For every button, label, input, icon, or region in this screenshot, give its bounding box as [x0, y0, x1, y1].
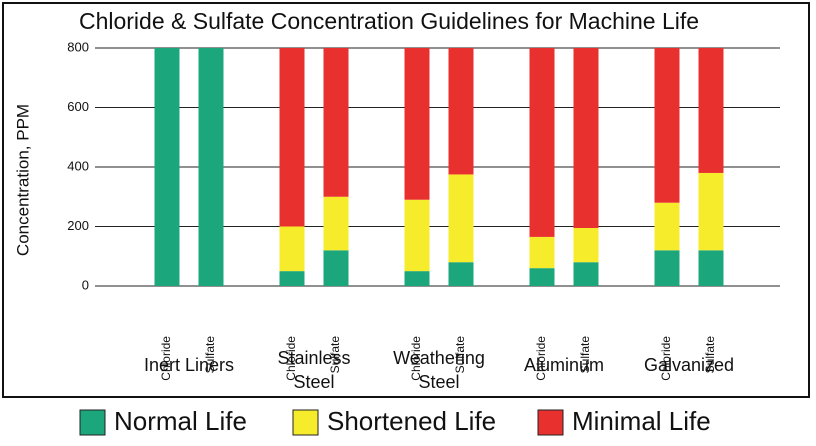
bar-segment [279, 48, 305, 227]
bar-segment [529, 268, 555, 286]
bar-segment [654, 202, 680, 251]
x-tick-label: Chloride [659, 336, 673, 381]
x-tick-label: Chloride [409, 336, 423, 381]
bar-segment [198, 48, 224, 286]
x-tick-label: Sulfate [453, 336, 467, 374]
group-label: Steel [293, 372, 334, 392]
bar-segment [573, 227, 599, 263]
bar-segment [529, 48, 555, 237]
x-tick-label: Chloride [534, 336, 548, 381]
legend-swatch [292, 409, 319, 436]
bar-segment [698, 250, 724, 286]
legend-swatch [537, 409, 564, 436]
x-tick-label: Chloride [159, 336, 173, 381]
group-label: Aluminum [524, 355, 604, 375]
group-label: Galvanized [644, 355, 734, 375]
group-label: Stainless [277, 348, 350, 368]
y-tick-label: 200 [67, 218, 89, 233]
bar-segment [323, 48, 349, 197]
bar-segment [654, 48, 680, 203]
bar-segment [279, 226, 305, 272]
x-tick-label: Sulfate [328, 336, 342, 374]
y-tick-label: 0 [82, 277, 89, 292]
legend-swatch [79, 409, 106, 436]
bar-segment [573, 262, 599, 286]
bar-segment [323, 250, 349, 286]
x-tick-label: Chloride [284, 336, 298, 381]
bar-segment [448, 48, 474, 175]
bar-segment [404, 271, 430, 286]
chart-frame [2, 2, 810, 398]
bar-segment [654, 250, 680, 286]
group-label: Inert Liners [144, 355, 234, 375]
legend-label: Normal Life [114, 406, 247, 436]
bar-segment [448, 262, 474, 286]
chart-title: Chloride & Sulfate Concentration Guideli… [79, 8, 699, 34]
x-tick-label: Sulfate [203, 336, 217, 374]
bar-segment [448, 174, 474, 263]
group-label: Weathering [393, 348, 485, 368]
legend-label: Minimal Life [572, 406, 711, 436]
legend-label: Shortened Life [327, 406, 496, 436]
x-tick-label: Sulfate [578, 336, 592, 374]
bar-segment [279, 271, 305, 286]
y-axis-label: Concentration, PPM [13, 104, 32, 256]
y-tick-label: 800 [67, 39, 89, 54]
bar-segment [529, 236, 555, 269]
x-tick-label: Sulfate [703, 336, 717, 374]
y-tick-label: 600 [67, 99, 89, 114]
bar-segment [698, 172, 724, 251]
bar-segment [404, 199, 430, 272]
bar-segment [698, 48, 724, 173]
bar-segment [323, 196, 349, 251]
group-label: Steel [418, 372, 459, 392]
bar-segment [573, 48, 599, 228]
bar-segment [154, 48, 180, 286]
bar-segment [404, 48, 430, 200]
y-tick-label: 400 [67, 158, 89, 173]
